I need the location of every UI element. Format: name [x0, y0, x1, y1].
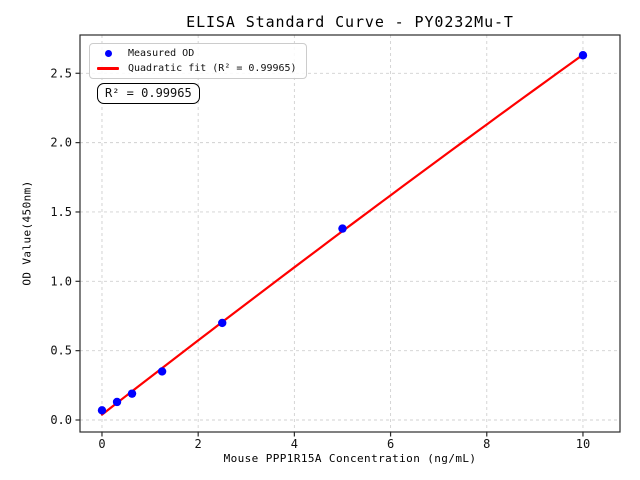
chart-title: ELISA Standard Curve - PY0232Mu-T [186, 13, 514, 31]
x-tick-label: 4 [291, 437, 298, 451]
y-tick-label: 2.5 [50, 66, 72, 80]
legend-label-quadratic-fit: Quadratic fit (R² = 0.99965) [128, 63, 297, 74]
x-tick-label: 6 [387, 437, 394, 451]
data-point [578, 51, 588, 60]
axes-spines [79, 34, 621, 433]
data-point [338, 224, 347, 233]
y-tick-label: 2.0 [50, 136, 72, 150]
blue-dot-marker-icon [104, 50, 112, 57]
data-point [127, 389, 137, 398]
fit-line [100, 53, 585, 416]
y-tick-label: 1.0 [50, 274, 72, 288]
legend-handle [96, 67, 120, 70]
r-squared-annotation: R² = 0.99965 [97, 83, 200, 104]
x-tick-label: 2 [195, 437, 202, 451]
red-line-marker-icon [97, 67, 119, 70]
y-tick-label: 1.5 [50, 205, 72, 219]
data-point [112, 397, 122, 407]
data-point [97, 406, 107, 415]
data-point [157, 367, 167, 376]
y-tick-label: 0.0 [50, 413, 72, 427]
y-tick-label: 0.5 [50, 344, 72, 358]
legend-item-measured-od: Measured OD [96, 48, 297, 59]
x-tick-label: 0 [98, 437, 105, 451]
legend: Measured OD Quadratic fit (R² = 0.99965) [89, 43, 307, 79]
data-point [218, 318, 227, 328]
x-tick-label: 8 [483, 437, 490, 451]
legend-item-quadratic-fit: Quadratic fit (R² = 0.99965) [96, 63, 297, 74]
x-axis-label: Mouse PPP1R15A Concentration (ng/mL) [223, 452, 477, 465]
x-tick-label: 10 [576, 437, 590, 451]
legend-label-measured-od: Measured OD [128, 48, 195, 59]
y-axis-label: OD Value(450nm) [20, 180, 34, 286]
legend-handle [96, 50, 120, 57]
